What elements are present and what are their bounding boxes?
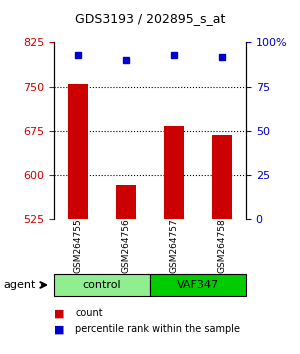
Bar xyxy=(164,126,184,219)
Text: GSM264758: GSM264758 xyxy=(218,219,226,273)
Text: ■: ■ xyxy=(54,308,64,318)
Text: VAF347: VAF347 xyxy=(177,280,219,290)
Text: count: count xyxy=(75,308,103,318)
FancyBboxPatch shape xyxy=(150,274,246,296)
FancyBboxPatch shape xyxy=(54,274,150,296)
Bar xyxy=(116,185,136,219)
Text: GSM264757: GSM264757 xyxy=(169,219,178,273)
Text: agent: agent xyxy=(3,280,35,290)
Text: GSM264756: GSM264756 xyxy=(122,219,130,273)
Bar xyxy=(68,84,88,219)
Bar xyxy=(212,135,232,219)
Text: GDS3193 / 202895_s_at: GDS3193 / 202895_s_at xyxy=(75,12,225,25)
Text: percentile rank within the sample: percentile rank within the sample xyxy=(75,324,240,334)
Text: ■: ■ xyxy=(54,324,64,334)
Text: GSM264755: GSM264755 xyxy=(74,219,82,273)
Text: control: control xyxy=(83,280,121,290)
